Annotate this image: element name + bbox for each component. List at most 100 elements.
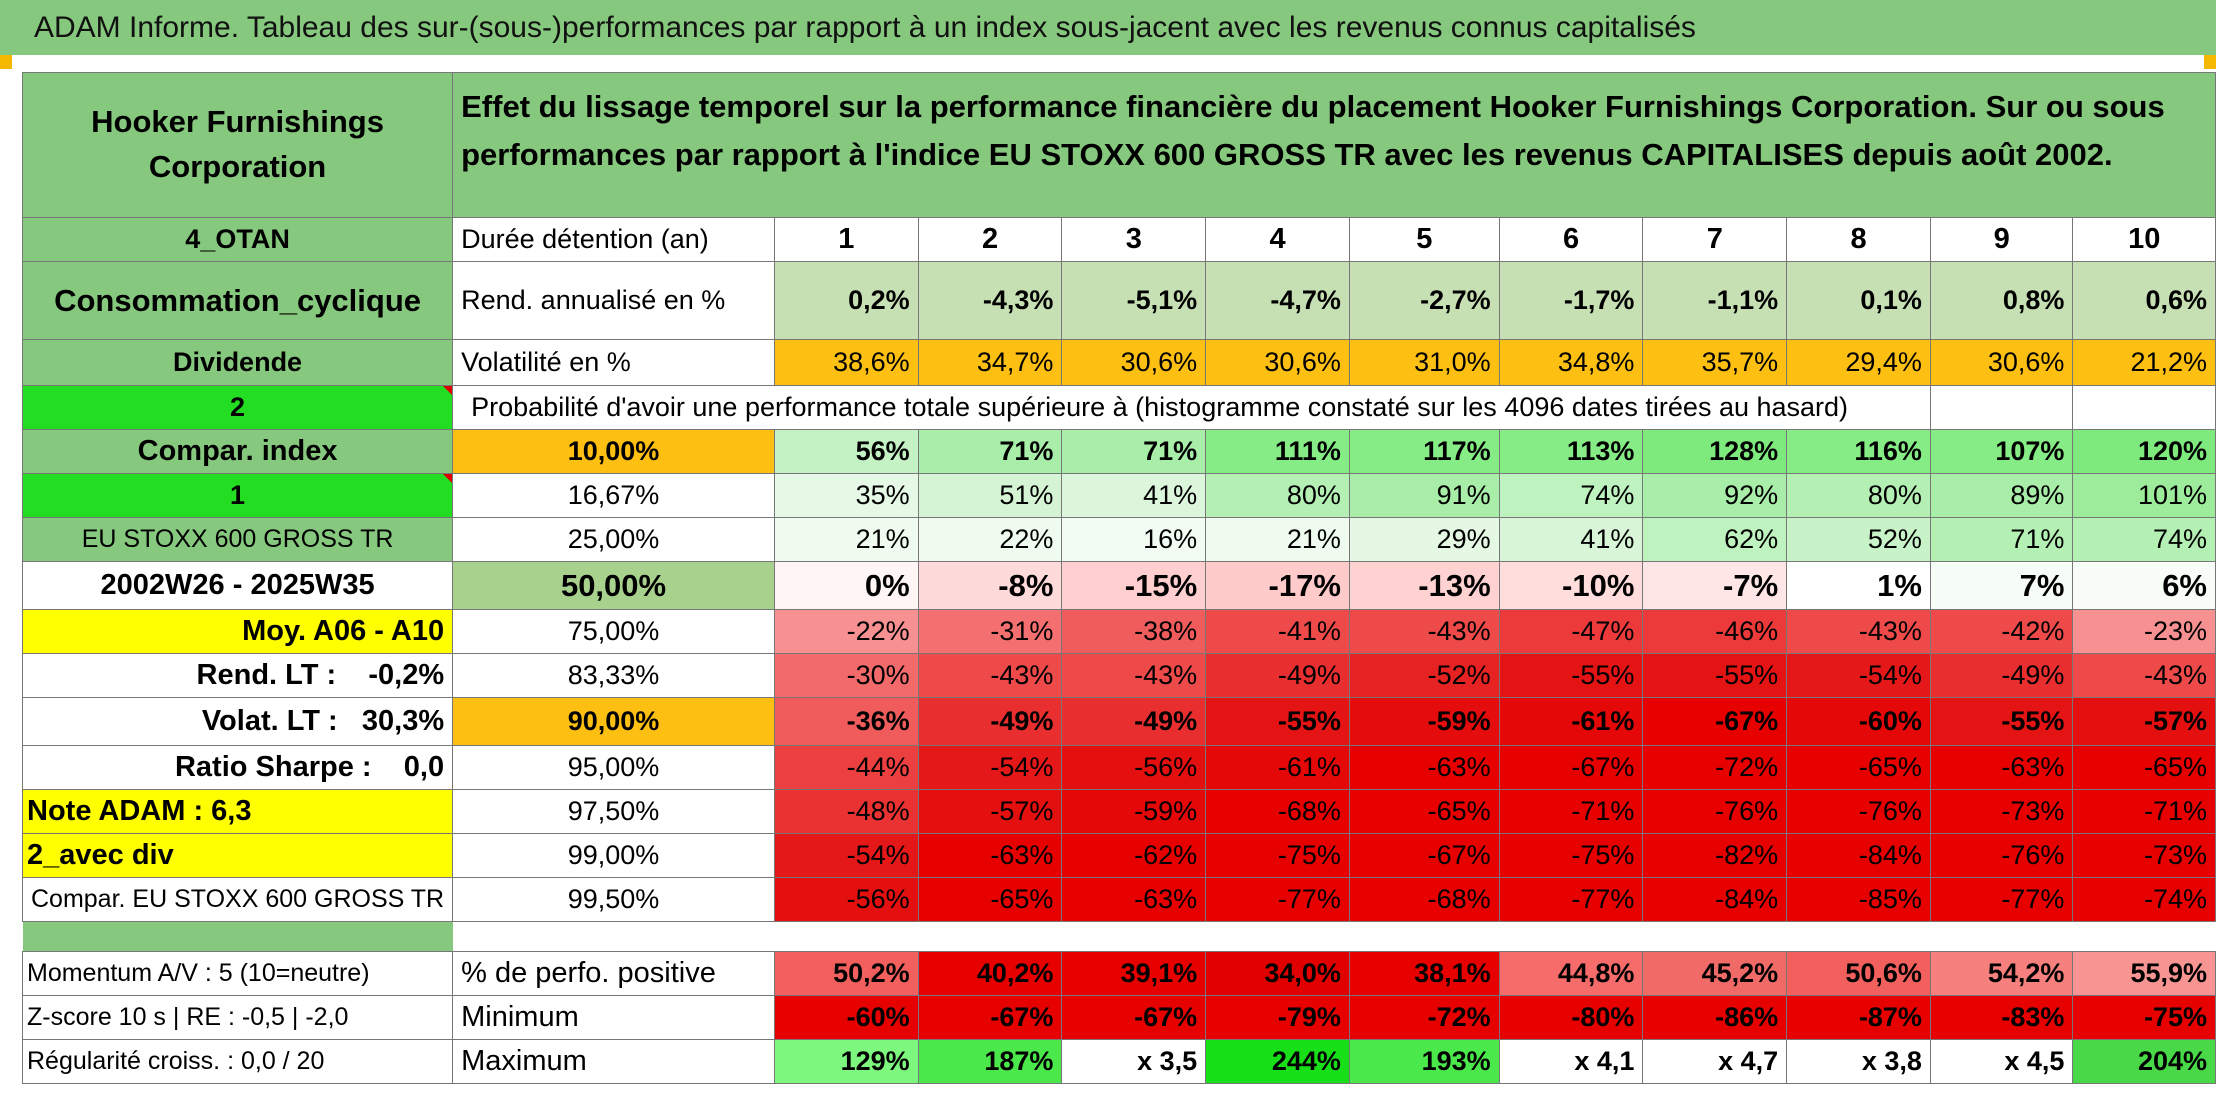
empty-cell xyxy=(2072,385,2216,430)
spacer-cell xyxy=(452,921,2216,952)
probability-value: -63% xyxy=(1348,745,1500,790)
vol-text: Volatilité en % xyxy=(461,347,631,377)
probability-value: -47% xyxy=(1498,609,1644,654)
probability-value: 113% xyxy=(1498,429,1644,474)
probability-value: 56% xyxy=(773,429,919,474)
year-header: 10 xyxy=(2072,217,2216,262)
proba-row: 2_avec div 99,00% -54% -63% -62% -75% -67% -75%… xyxy=(21,833,2216,878)
probability-value: -85% xyxy=(1786,877,1931,922)
year-header: 2 xyxy=(917,217,1063,262)
proba-title-row: 2 Probabilité d'avoir une performance to… xyxy=(21,385,2216,430)
max-value: x 4,5 xyxy=(1929,1039,2074,1084)
min-value: -60% xyxy=(773,995,919,1040)
probability-value: 22% xyxy=(917,517,1063,562)
vol-value: 30,6% xyxy=(1929,339,2074,386)
max-value: 244% xyxy=(1205,1039,1350,1084)
probability-value: -48% xyxy=(773,789,919,834)
probability-value: -57% xyxy=(2072,697,2216,746)
min-value: -67% xyxy=(1061,995,1207,1040)
probability-value: -55% xyxy=(1205,697,1350,746)
probability-value: -68% xyxy=(1205,789,1350,834)
probability-value: -74% xyxy=(2072,877,2216,922)
probability-value: -10% xyxy=(1498,561,1644,610)
probability-value: -23% xyxy=(2072,609,2216,654)
min-value: -75% xyxy=(2072,995,2216,1040)
rend-value: -4,3% xyxy=(917,261,1063,340)
proba-row: 1 16,67% 35% 51% 41% 80% 91% 74% 92% 80% 89% 101% xyxy=(21,473,2216,518)
year-header: 7 xyxy=(1642,217,1788,262)
probability-value: -43% xyxy=(1786,609,1931,654)
summary-row-max: Régularité croiss. : 0,0 / 20 Maximum 129%… xyxy=(21,1039,2216,1084)
duree-text: Durée détention (an) xyxy=(461,224,709,254)
probability-value: -41% xyxy=(1205,609,1350,654)
year-header: 3 xyxy=(1061,217,1207,262)
proba-row: Ratio Sharpe : 0,0 95,00% -44% -54% -56% -61%… xyxy=(21,745,2216,790)
rend-value: -1,7% xyxy=(1498,261,1644,340)
probability-value: -60% xyxy=(1786,697,1931,746)
probability-value: -84% xyxy=(1642,877,1788,922)
probability-value: -15% xyxy=(1061,561,1207,610)
probability-value: 16% xyxy=(1061,517,1207,562)
year-header: 1 xyxy=(773,217,919,262)
max-value: x 4,7 xyxy=(1642,1039,1788,1084)
probability-value: -82% xyxy=(1642,833,1788,878)
probability-threshold: 10,00% xyxy=(452,429,775,474)
probability-value: -43% xyxy=(1348,609,1500,654)
max-value: 187% xyxy=(917,1039,1063,1084)
pos-label: % de perfo. positive xyxy=(452,951,775,996)
left-sharpe: Ratio Sharpe : 0,0 xyxy=(21,745,454,790)
left-momentum: Momentum A/V : 5 (10=neutre) xyxy=(21,951,454,996)
rend-value: -1,1% xyxy=(1642,261,1788,340)
max-value: 204% xyxy=(2072,1039,2216,1084)
pos-value: 45,2% xyxy=(1642,951,1788,996)
probability-value: 51% xyxy=(917,473,1063,518)
vol-value: 34,7% xyxy=(917,339,1063,386)
years-row: 4_OTAN Durée détention (an) 1 2 3 4 5 6 7 8 9 10 xyxy=(21,217,2216,262)
year-header: 5 xyxy=(1348,217,1500,262)
proba-row: EU STOXX 600 GROSS TR 25,00% 21% 22% 16% 21% 2… xyxy=(21,517,2216,562)
vol-value: 29,4% xyxy=(1786,339,1931,386)
probability-value: 52% xyxy=(1786,517,1931,562)
probability-value: 92% xyxy=(1642,473,1788,518)
pos-value: 38,1% xyxy=(1348,951,1500,996)
probability-value: -71% xyxy=(1498,789,1644,834)
rend-value: -4,7% xyxy=(1205,261,1350,340)
pos-value: 34,0% xyxy=(1205,951,1350,996)
proba-row: 2002W26 - 2025W35 50,00% 0% -8% -15% -17% -13%… xyxy=(21,561,2216,610)
empty-cell xyxy=(1929,385,2074,430)
probability-threshold: 99,50% xyxy=(452,877,775,922)
vol-label: Volatilité en % xyxy=(452,339,775,386)
probability-value: 71% xyxy=(917,429,1063,474)
duree-label: Durée détention (an) xyxy=(452,217,775,262)
probability-value: 128% xyxy=(1642,429,1788,474)
left-rend-lt: Rend. LT : -0,2% xyxy=(21,653,454,698)
proba-row: Compar. EU STOXX 600 GROSS TR 99,50% -56% -… xyxy=(21,877,2216,922)
probability-value: -7% xyxy=(1642,561,1788,610)
probability-value: -59% xyxy=(1061,789,1207,834)
proba-row: Note ADAM : 6,3 97,50% -48% -57% -59% -68% -65… xyxy=(21,789,2216,834)
year-header: 4 xyxy=(1205,217,1350,262)
probability-value: 0% xyxy=(773,561,919,610)
left-avec-div: 2_avec div xyxy=(21,833,454,878)
performance-table: Hooker Furnishings Corporation Effet du … xyxy=(21,72,2216,1084)
rend-value: 0,6% xyxy=(2072,261,2216,340)
probability-value: -57% xyxy=(917,789,1063,834)
rend-row: Consommation_cyclique Rend. annualisé en… xyxy=(21,261,2216,340)
summary-row-min: Z-score 10 s | RE : -0,5 | -2,0 Minimum -6… xyxy=(21,995,2216,1040)
probability-value: -49% xyxy=(1061,697,1207,746)
probability-threshold: 16,67% xyxy=(452,473,775,518)
corner-marker-right xyxy=(2204,55,2216,69)
probability-threshold: 25,00% xyxy=(452,517,775,562)
vol-value: 21,2% xyxy=(2072,339,2216,386)
probability-value: -13% xyxy=(1348,561,1500,610)
dividend-label: Dividende xyxy=(21,339,454,386)
pos-value: 54,2% xyxy=(1929,951,2074,996)
probability-value: -17% xyxy=(1205,561,1350,610)
probability-value: -54% xyxy=(773,833,919,878)
probability-value: -54% xyxy=(917,745,1063,790)
corner-marker-left xyxy=(0,55,12,69)
max-value: 129% xyxy=(773,1039,919,1084)
min-value: -83% xyxy=(1929,995,2074,1040)
probability-value: -84% xyxy=(1786,833,1931,878)
left-n1: 1 xyxy=(21,473,454,518)
